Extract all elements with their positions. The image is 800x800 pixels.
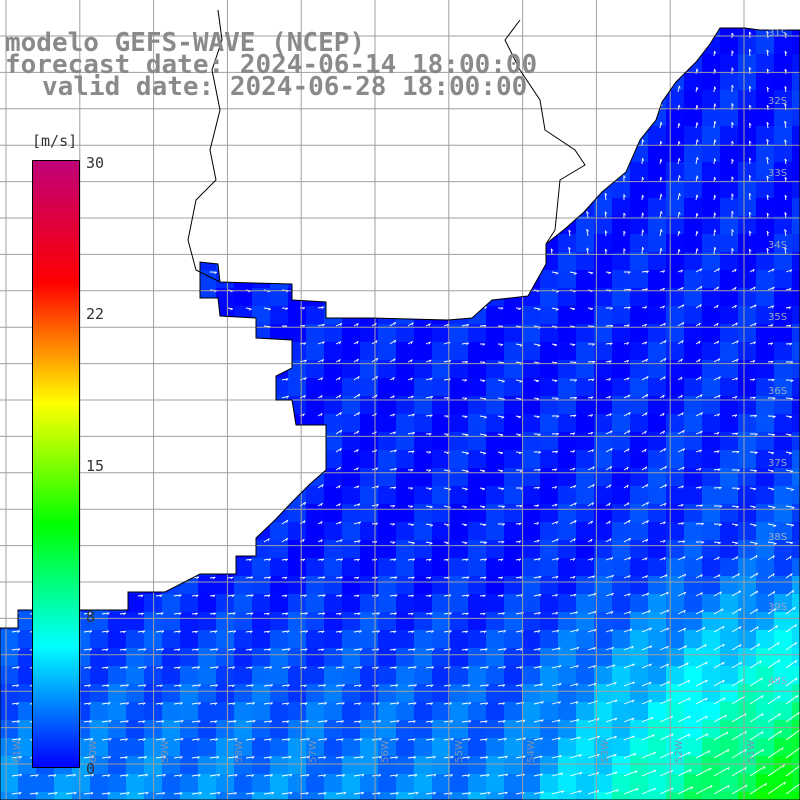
colorbar-tick-30: 30 <box>86 154 105 172</box>
valid-date-title: valid date: 2024-06-28 18:00:00 <box>42 72 528 102</box>
lon-label: 54W <box>525 740 537 763</box>
lat-label: 34S <box>768 240 788 251</box>
lon-label: 55W <box>453 740 465 763</box>
lat-label: 36S <box>768 386 788 397</box>
lon-label: 58W <box>233 740 245 763</box>
colorbar-tick-0: 0 <box>86 760 96 778</box>
lat-label: 35S <box>768 312 788 323</box>
lon-label: 51W <box>745 740 757 763</box>
lat-label: 39S <box>768 602 788 613</box>
colorbar-tick-8: 8 <box>86 608 96 626</box>
colorbar-tick-15: 15 <box>86 457 105 475</box>
border-line <box>187 9 223 283</box>
lat-label: 31S <box>768 28 788 39</box>
coastline <box>0 27 800 800</box>
colorbar-tick-22: 22 <box>86 305 105 323</box>
lat-label: 40S <box>768 676 788 687</box>
lat-label: 32S <box>768 96 788 107</box>
forecast-date-title: forecast date: 2024-06-14 18:00:00 <box>5 50 538 80</box>
lon-label: 56W <box>379 740 391 763</box>
lat-label: 38S <box>768 532 788 543</box>
colorbar <box>32 160 80 768</box>
lon-label: 60W <box>87 740 99 763</box>
border-line <box>504 19 586 245</box>
lat-label: 37S <box>768 458 788 469</box>
lon-label: 53W <box>599 740 611 763</box>
lon-label: 59W <box>159 740 171 763</box>
colorbar-unit-label: [m/s] <box>32 132 78 150</box>
model-title: modelo GEFS-WAVE (NCEP) <box>5 28 366 58</box>
lon-label: 57W <box>307 740 319 763</box>
lat-label: 33S <box>768 168 788 179</box>
lon-label: 61W <box>11 740 23 763</box>
lon-label: 52W <box>673 740 685 763</box>
